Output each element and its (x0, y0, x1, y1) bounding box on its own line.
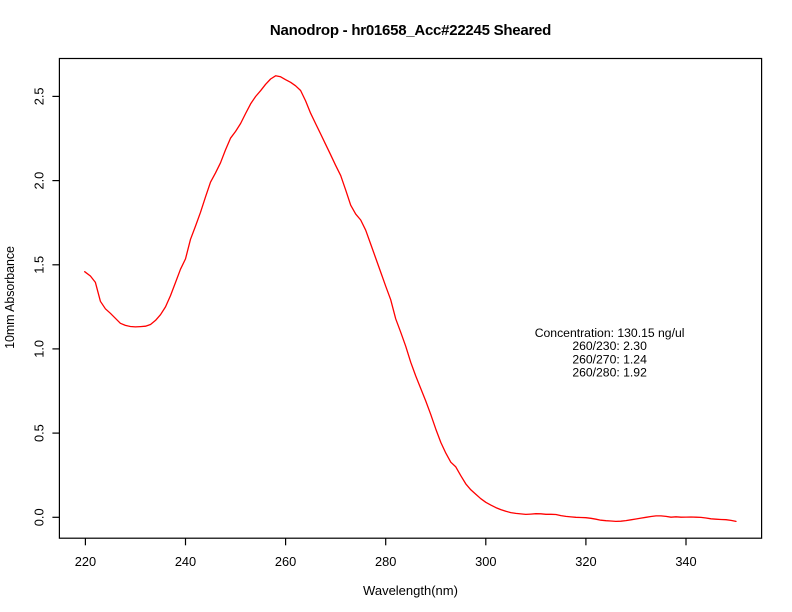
svg-text:220: 220 (75, 554, 96, 569)
svg-text:Nanodrop - hr01658_Acc#22245 S: Nanodrop - hr01658_Acc#22245 Sheared (270, 22, 551, 39)
svg-text:340: 340 (675, 554, 696, 569)
svg-text:1.0: 1.0 (31, 340, 46, 358)
svg-text:Wavelength(nm): Wavelength(nm) (363, 583, 458, 598)
svg-text:10mm Absorbance: 10mm Absorbance (3, 246, 17, 349)
svg-text:0.5: 0.5 (31, 424, 46, 442)
svg-text:2.0: 2.0 (31, 172, 46, 190)
svg-text:320: 320 (575, 554, 596, 569)
svg-text:260/270: 1.24: 260/270: 1.24 (572, 352, 647, 366)
svg-text:2.5: 2.5 (31, 88, 46, 106)
svg-text:300: 300 (475, 554, 496, 569)
svg-text:240: 240 (175, 554, 196, 569)
svg-text:1.5: 1.5 (31, 256, 46, 274)
svg-text:260/230: 2.30: 260/230: 2.30 (572, 339, 647, 353)
svg-text:260: 260 (275, 554, 296, 569)
svg-text:260/280: 1.92: 260/280: 1.92 (572, 366, 647, 380)
svg-text:0.0: 0.0 (31, 508, 46, 526)
svg-text:280: 280 (375, 554, 396, 569)
svg-text:Concentration: 130.15 ng/ul: Concentration: 130.15 ng/ul (535, 326, 685, 340)
